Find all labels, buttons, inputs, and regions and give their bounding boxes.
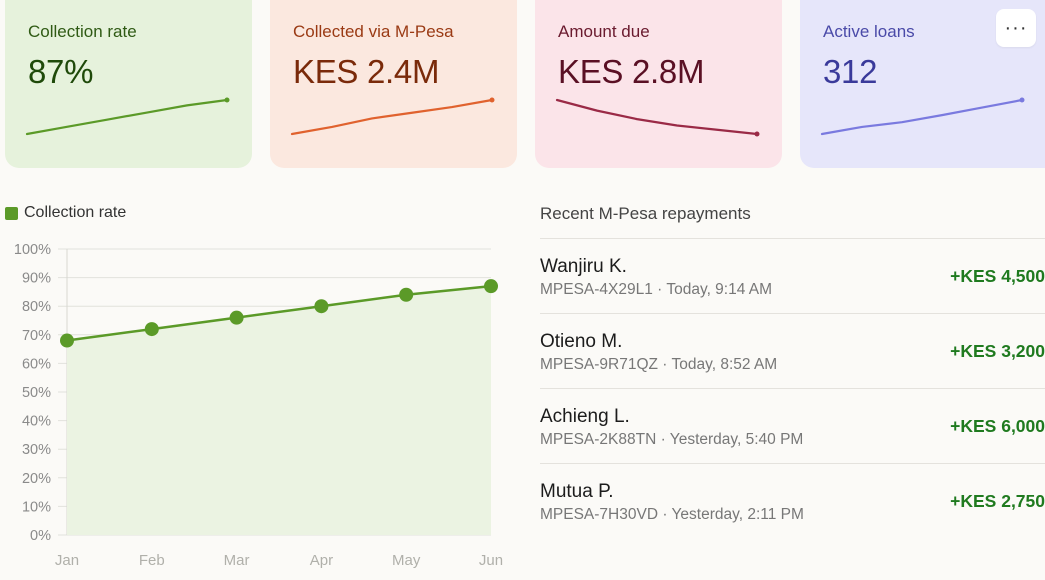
sparkline-end-point [489, 97, 495, 103]
sparkline-end-point [224, 97, 230, 103]
series-area [67, 286, 491, 535]
sparkline-end-point [1019, 97, 1025, 103]
x-tick-label: May [392, 552, 421, 569]
stat-card-collection-rate[interactable]: Collection rate 87% [5, 0, 252, 168]
stat-card-label: Collection rate [28, 22, 137, 41]
repayments-list: Wanjiru K. MPESA-4X29L1 · Today, 9:14 AM +… [540, 238, 1045, 538]
repayment-meta: MPESA-9R71QZ · Today, 8:52 AM [540, 356, 778, 373]
repayment-meta: MPESA-2K88TN · Yesterday, 5:40 PM [540, 431, 804, 448]
data-point [484, 279, 498, 294]
y-tick-label: 60% [22, 356, 51, 372]
sparkline-line [555, 98, 759, 136]
stat-card-label: Amount due [558, 22, 650, 41]
more-icon: ··· [1004, 16, 1028, 39]
repayment-amount: +KES 6,000 [950, 416, 1045, 436]
data-point [144, 322, 159, 337]
y-tick-label: 20% [22, 471, 51, 487]
x-tick-label: Jun [479, 552, 503, 569]
stat-card-amount-due[interactable]: Amount due KES 2.8M [535, 0, 782, 168]
sparkline [25, 97, 230, 136]
sparkline [555, 98, 760, 137]
x-tick-label: Mar [224, 552, 250, 569]
repayment-name: Achieng L. [540, 406, 630, 427]
repayment-name: Wanjiru K. [540, 256, 627, 277]
series-line [66, 284, 492, 342]
repayment-row[interactable]: Mutua P. MPESA-7H30VD · Yesterday, 2:11 P… [540, 463, 1045, 538]
stat-card-value: KES 2.8M [558, 53, 705, 90]
repayment-amount: +KES 4,500 [950, 266, 1045, 286]
y-tick-label: 40% [22, 414, 51, 430]
repayment-amount: +KES 3,200 [950, 341, 1045, 361]
y-tick-label: 90% [22, 271, 51, 287]
sparkline-line [25, 98, 229, 136]
more-options-button[interactable]: ··· [996, 9, 1036, 47]
stat-card-value: 312 [823, 53, 878, 90]
repayment-name: Mutua P. [540, 481, 614, 502]
stat-card-active-loans[interactable]: Active loans 312 ··· [800, 0, 1045, 168]
chart-legend: Collection rate [5, 204, 126, 222]
x-tick-label: Feb [139, 552, 165, 569]
sparkline [820, 97, 1025, 136]
y-tick-label: 50% [22, 385, 51, 401]
y-tick-label: 10% [22, 499, 51, 515]
repayment-row[interactable]: Wanjiru K. MPESA-4X29L1 · Today, 9:14 AM +… [540, 238, 1045, 313]
stat-card-value: 87% [28, 53, 94, 90]
repayment-row[interactable]: Achieng L. MPESA-2K88TN · Yesterday, 5:40… [540, 388, 1045, 463]
repayment-meta: MPESA-7H30VD · Yesterday, 2:11 PM [540, 506, 804, 523]
sparkline-end-point [754, 131, 760, 137]
repayments-title: Recent M-Pesa repayments [540, 204, 751, 223]
x-tick-label: Jan [55, 552, 79, 569]
sparkline-line [290, 98, 494, 136]
repayment-amount: +KES 2,750 [950, 491, 1045, 511]
legend-swatch [5, 206, 18, 220]
y-tick-label: 80% [22, 299, 51, 315]
data-point [399, 287, 414, 302]
y-tick-label: 30% [22, 442, 51, 458]
repayment-row[interactable]: Otieno M. MPESA-9R71QZ · Today, 8:52 AM +K… [540, 313, 1045, 388]
stat-card-collected-mpesa[interactable]: Collected via M-Pesa KES 2.4M [270, 0, 517, 168]
y-tick-label: 100% [14, 242, 51, 258]
sparkline-line [820, 98, 1024, 136]
data-point [314, 299, 329, 314]
data-point [229, 310, 244, 325]
y-tick-label: 70% [22, 328, 51, 344]
sparkline [290, 97, 495, 136]
y-tick-label: 0% [30, 528, 51, 544]
repayment-meta: MPESA-4X29L1 · Today, 9:14 AM [540, 281, 773, 298]
data-point [60, 333, 74, 348]
stat-card-value: KES 2.4M [293, 53, 440, 90]
stat-card-label: Active loans [823, 22, 915, 41]
collection-rate-chart: 0% 10% 20% 30% 40% 50% 60% 70% 80% 90% 100% Jan Feb M… [14, 242, 503, 569]
stat-card-label: Collected via M-Pesa [293, 22, 454, 41]
legend-label: Collection rate [24, 204, 127, 221]
x-tick-label: Apr [310, 552, 333, 569]
repayment-name: Otieno M. [540, 331, 623, 352]
